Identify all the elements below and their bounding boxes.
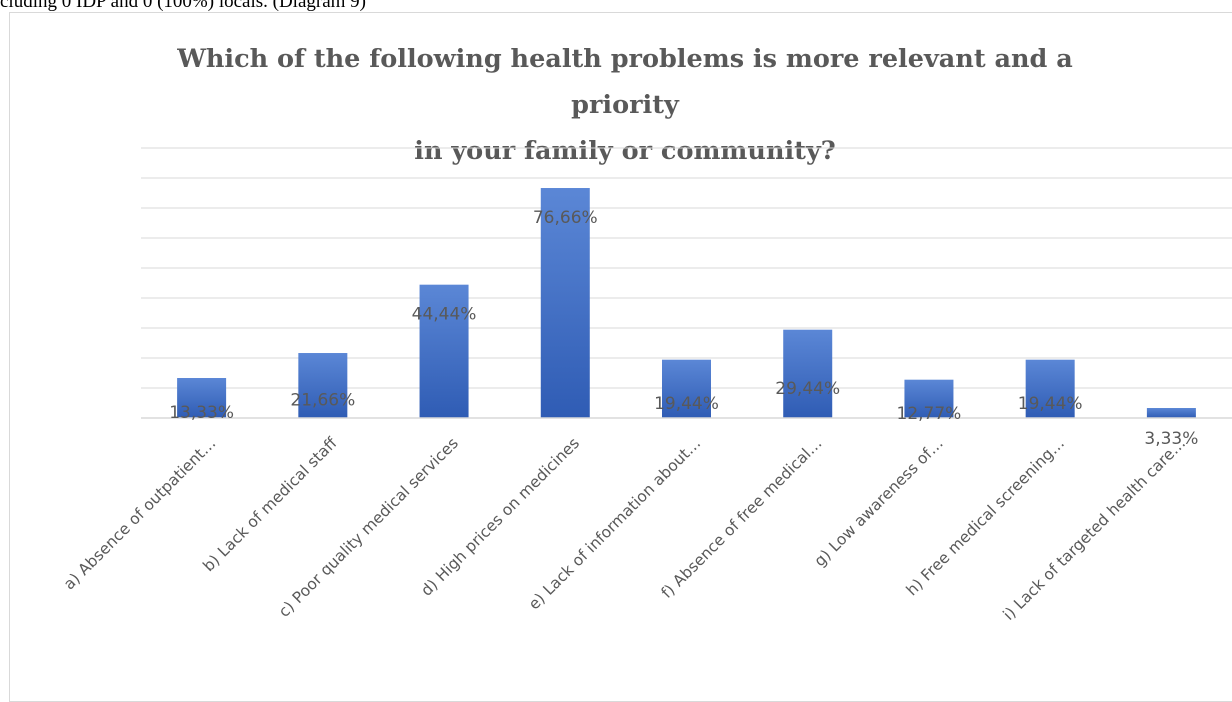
data-label: 21,66% xyxy=(290,391,355,411)
chart-title-line-2: in your family or community? xyxy=(414,136,836,166)
chart-title-line-1: Which of the following health problems i… xyxy=(177,44,1073,120)
bar xyxy=(419,284,469,418)
data-label: 44,44% xyxy=(412,305,477,325)
bar xyxy=(1146,408,1196,418)
data-label: 76,66% xyxy=(533,208,598,228)
bars xyxy=(177,188,1196,418)
bar xyxy=(177,378,227,418)
data-label: 12,77% xyxy=(897,404,962,424)
data-labels: 13,33% 21,66% 44,44% 76,66% 19,44% 29,44% 12,7… xyxy=(169,208,1198,449)
bar xyxy=(783,329,833,418)
data-label: 19,44% xyxy=(1018,394,1083,414)
bar xyxy=(298,353,348,418)
gridlines xyxy=(141,147,1232,389)
category-label: g) Low awareness of… xyxy=(811,434,947,570)
category-label: b) Lack of medical staff xyxy=(200,434,341,575)
data-label: 29,44% xyxy=(775,379,840,399)
data-label: 19,44% xyxy=(654,394,719,414)
bar xyxy=(662,359,711,418)
bar xyxy=(1025,359,1075,418)
chart-title: Which of the following health problems i… xyxy=(150,36,1100,174)
category-labels: a) Absence of outpatient…b) Lack of medi… xyxy=(60,434,1189,624)
data-label: 3,33% xyxy=(1144,429,1198,449)
intro-text: cluding 0 IDP and 0 (100%) locals. (Diag… xyxy=(0,0,367,12)
bar xyxy=(904,379,954,418)
bar-chart: 13,33% 21,66% 44,44% 76,66% 19,44% 29,44% 12,7… xyxy=(60,147,1232,624)
category-label: a) Absence of outpatient… xyxy=(60,434,219,593)
bar xyxy=(540,188,590,418)
data-label: 13,33% xyxy=(169,403,234,423)
